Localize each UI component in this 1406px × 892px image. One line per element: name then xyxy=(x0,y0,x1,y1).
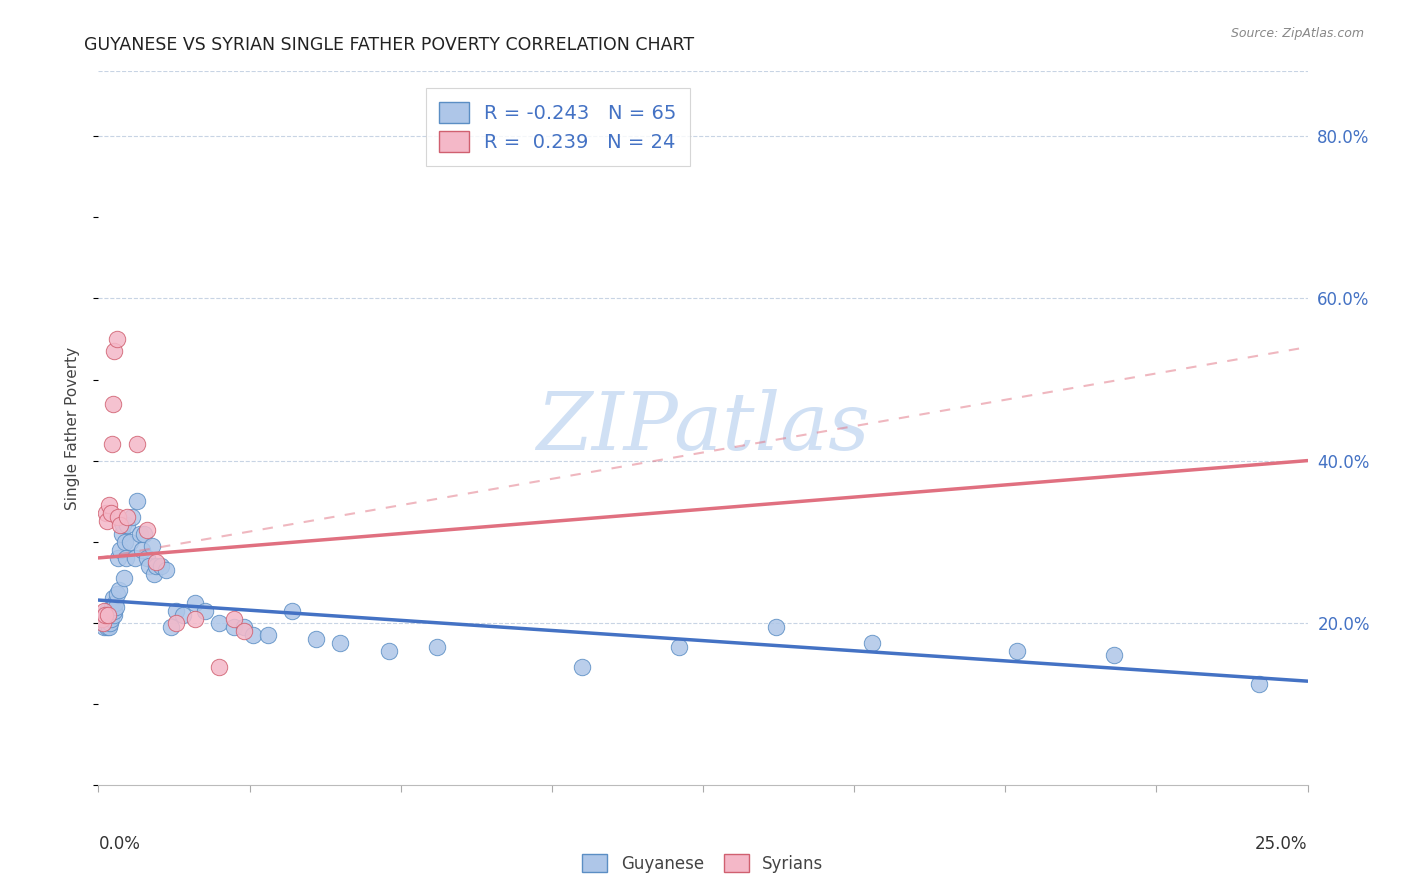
Point xyxy=(91,615,114,630)
Point xyxy=(101,437,124,451)
Point xyxy=(98,498,121,512)
Point xyxy=(232,620,254,634)
Point xyxy=(135,523,157,537)
Point xyxy=(91,615,114,630)
Point xyxy=(94,607,117,622)
Point xyxy=(242,628,264,642)
Point xyxy=(145,559,167,574)
Point xyxy=(571,660,593,674)
Point xyxy=(96,506,118,520)
Point xyxy=(108,542,131,557)
Point xyxy=(111,518,134,533)
Point xyxy=(329,636,352,650)
Point xyxy=(135,550,157,565)
Point xyxy=(107,583,129,598)
Point xyxy=(138,559,160,574)
Point xyxy=(281,604,304,618)
Point xyxy=(222,620,245,634)
Point xyxy=(98,615,121,630)
Point xyxy=(96,620,118,634)
Point xyxy=(100,506,122,520)
Point xyxy=(305,632,328,646)
Point xyxy=(127,437,149,451)
Point xyxy=(155,563,177,577)
Point xyxy=(98,620,121,634)
Point xyxy=(1102,648,1125,663)
Y-axis label: Single Father Poverty: Single Father Poverty xyxy=(65,347,80,509)
Point xyxy=(118,534,141,549)
Point xyxy=(105,332,128,346)
Point xyxy=(97,615,120,630)
Point xyxy=(97,607,120,622)
Point xyxy=(208,660,231,674)
Point xyxy=(101,591,124,606)
Point xyxy=(145,555,167,569)
Point xyxy=(96,604,118,618)
Point xyxy=(1249,676,1271,690)
Text: 0.0%: 0.0% xyxy=(98,835,141,853)
Point xyxy=(101,599,124,614)
Point xyxy=(114,534,136,549)
Point xyxy=(107,510,129,524)
Point xyxy=(93,604,115,618)
Text: Source: ZipAtlas.com: Source: ZipAtlas.com xyxy=(1230,27,1364,40)
Point xyxy=(107,550,129,565)
Text: GUYANESE VS SYRIAN SINGLE FATHER POVERTY CORRELATION CHART: GUYANESE VS SYRIAN SINGLE FATHER POVERTY… xyxy=(84,36,695,54)
Point xyxy=(91,612,114,626)
Point xyxy=(165,615,187,630)
Point xyxy=(208,615,231,630)
Point xyxy=(150,559,173,574)
Point xyxy=(115,550,138,565)
Point xyxy=(96,515,118,529)
Legend: Guyanese, Syrians: Guyanese, Syrians xyxy=(576,847,830,880)
Point xyxy=(112,571,135,585)
Point xyxy=(377,644,399,658)
Point xyxy=(101,397,124,411)
Point xyxy=(194,604,217,618)
Point xyxy=(105,587,128,601)
Point xyxy=(165,604,187,618)
Point xyxy=(124,550,146,565)
Point xyxy=(426,640,449,654)
Point xyxy=(103,607,125,622)
Text: ZIPatlas: ZIPatlas xyxy=(536,390,870,467)
Point xyxy=(93,607,115,622)
Point xyxy=(117,518,139,533)
Point xyxy=(117,510,139,524)
Point xyxy=(128,526,150,541)
Point xyxy=(131,542,153,557)
Text: 25.0%: 25.0% xyxy=(1256,835,1308,853)
Point xyxy=(103,604,125,618)
Point xyxy=(860,636,883,650)
Point xyxy=(172,607,194,622)
Point xyxy=(143,567,166,582)
Point xyxy=(103,344,125,359)
Point xyxy=(111,526,134,541)
Point xyxy=(134,526,156,541)
Legend: R = -0.243   N = 65, R =  0.239   N = 24: R = -0.243 N = 65, R = 0.239 N = 24 xyxy=(426,88,690,166)
Point xyxy=(1007,644,1029,658)
Point xyxy=(100,612,122,626)
Point xyxy=(94,612,117,626)
Point xyxy=(765,620,787,634)
Point xyxy=(141,539,163,553)
Point xyxy=(100,604,122,618)
Point xyxy=(97,615,120,630)
Point xyxy=(184,612,207,626)
Point xyxy=(93,620,115,634)
Point xyxy=(127,494,149,508)
Point xyxy=(108,518,131,533)
Point xyxy=(105,599,128,614)
Point xyxy=(121,510,143,524)
Point xyxy=(668,640,690,654)
Point xyxy=(160,620,183,634)
Point xyxy=(184,595,207,609)
Point xyxy=(104,595,127,609)
Point xyxy=(222,612,245,626)
Point xyxy=(256,628,278,642)
Point xyxy=(97,607,120,622)
Point xyxy=(232,624,254,638)
